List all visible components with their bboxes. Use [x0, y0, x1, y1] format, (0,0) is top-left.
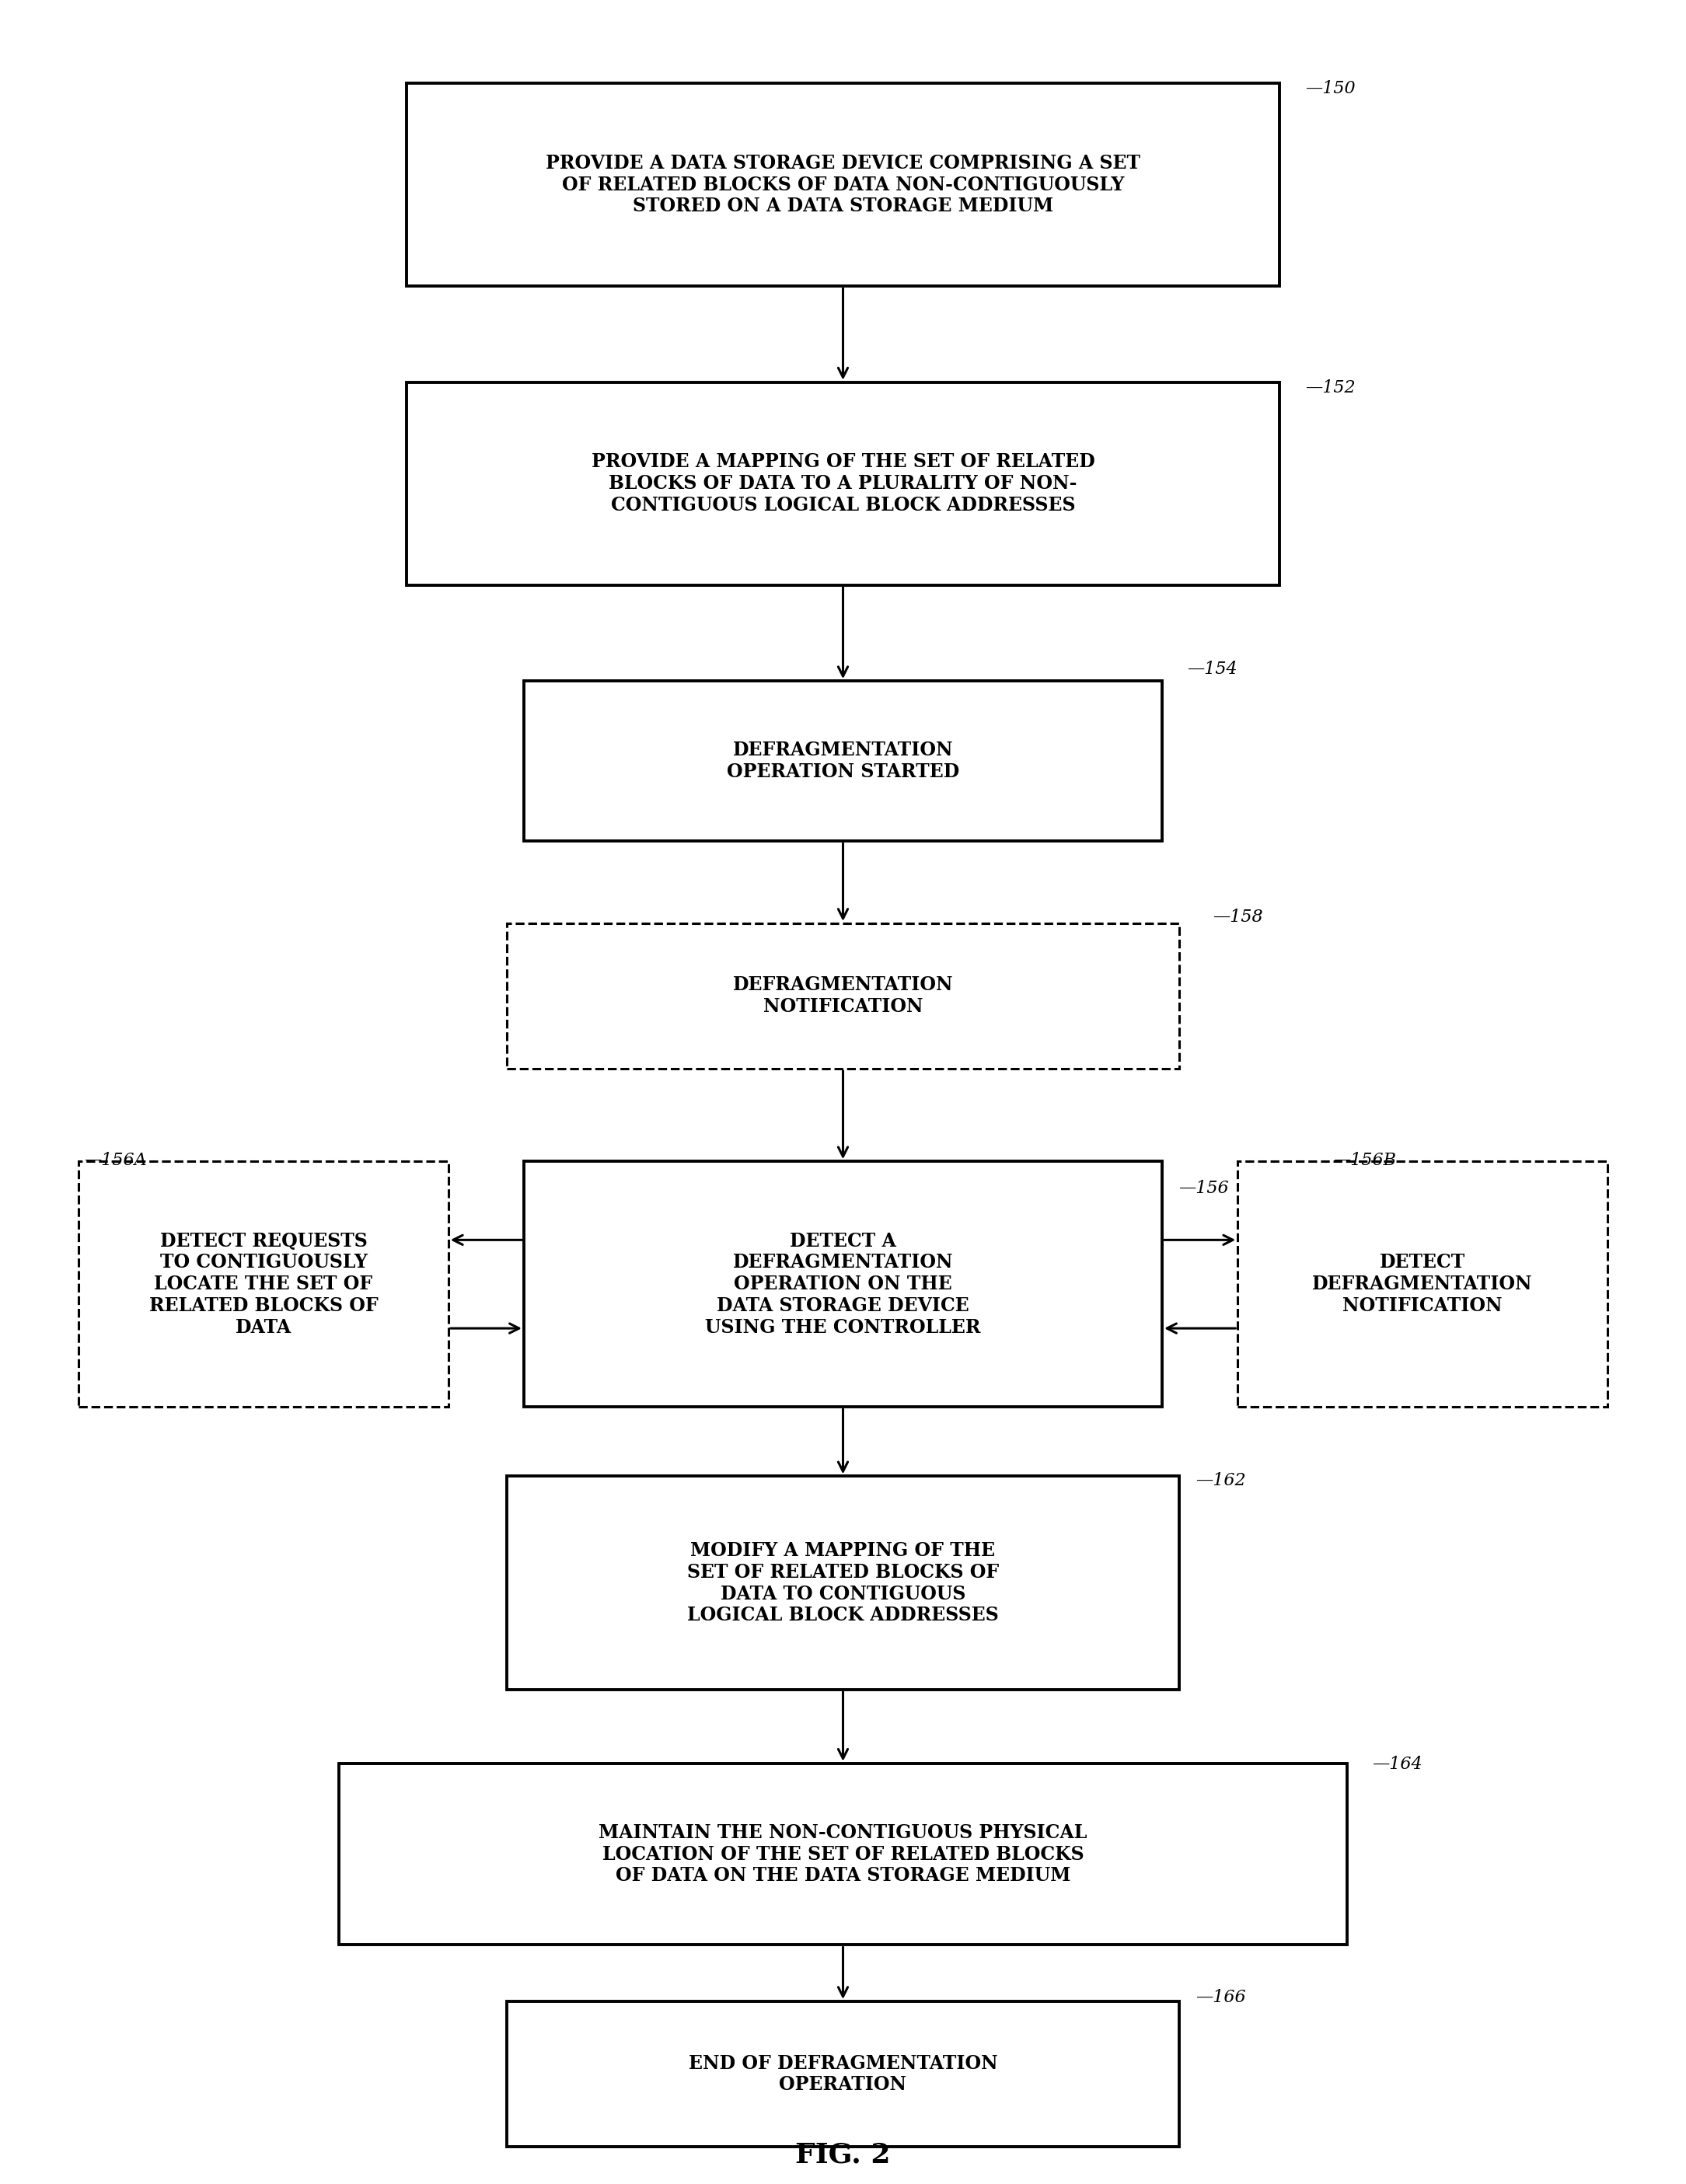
Text: PROVIDE A DATA STORAGE DEVICE COMPRISING A SET
OF RELATED BLOCKS OF DATA NON-CON: PROVIDE A DATA STORAGE DEVICE COMPRISING… [546, 153, 1140, 216]
FancyBboxPatch shape [524, 1162, 1162, 1406]
Text: —158: —158 [1212, 909, 1263, 926]
Text: —152: —152 [1305, 380, 1356, 395]
Text: —162: —162 [1195, 1472, 1246, 1489]
Text: —166: —166 [1195, 1990, 1246, 2005]
Text: —156: —156 [1179, 1179, 1229, 1197]
FancyBboxPatch shape [524, 681, 1162, 841]
Text: DETECT
DEFRAGMENTATION
NOTIFICATION: DETECT DEFRAGMENTATION NOTIFICATION [1312, 1254, 1533, 1315]
Text: PROVIDE A MAPPING OF THE SET OF RELATED
BLOCKS OF DATA TO A PLURALITY OF NON-
CO: PROVIDE A MAPPING OF THE SET OF RELATED … [592, 452, 1094, 515]
FancyBboxPatch shape [507, 1476, 1179, 1690]
Text: —164: —164 [1372, 1756, 1423, 1773]
Text: DETECT A
DEFRAGMENTATION
OPERATION ON THE
DATA STORAGE DEVICE
USING THE CONTROLL: DETECT A DEFRAGMENTATION OPERATION ON TH… [705, 1232, 981, 1337]
Text: —156B: —156B [1334, 1151, 1396, 1168]
Text: —150: —150 [1305, 81, 1356, 96]
FancyBboxPatch shape [339, 1762, 1347, 1946]
FancyBboxPatch shape [507, 2001, 1179, 2147]
Text: FIG. 2: FIG. 2 [796, 2143, 890, 2169]
Text: —154: —154 [1187, 662, 1238, 677]
Text: —156A: —156A [84, 1151, 147, 1168]
Text: MAINTAIN THE NON-CONTIGUOUS PHYSICAL
LOCATION OF THE SET OF RELATED BLOCKS
OF DA: MAINTAIN THE NON-CONTIGUOUS PHYSICAL LOC… [599, 1824, 1087, 1885]
Text: DEFRAGMENTATION
OPERATION STARTED: DEFRAGMENTATION OPERATION STARTED [727, 740, 959, 782]
Text: DETECT REQUESTS
TO CONTIGUOUSLY
LOCATE THE SET OF
RELATED BLOCKS OF
DATA: DETECT REQUESTS TO CONTIGUOUSLY LOCATE T… [148, 1232, 378, 1337]
Text: MODIFY A MAPPING OF THE
SET OF RELATED BLOCKS OF
DATA TO CONTIGUOUS
LOGICAL BLOC: MODIFY A MAPPING OF THE SET OF RELATED B… [688, 1542, 998, 1625]
FancyBboxPatch shape [406, 83, 1280, 286]
FancyBboxPatch shape [406, 382, 1280, 585]
FancyBboxPatch shape [79, 1162, 448, 1406]
FancyBboxPatch shape [1238, 1162, 1607, 1406]
FancyBboxPatch shape [507, 924, 1179, 1068]
Text: END OF DEFRAGMENTATION
OPERATION: END OF DEFRAGMENTATION OPERATION [688, 2053, 998, 2094]
Text: DEFRAGMENTATION
NOTIFICATION: DEFRAGMENTATION NOTIFICATION [733, 976, 953, 1016]
